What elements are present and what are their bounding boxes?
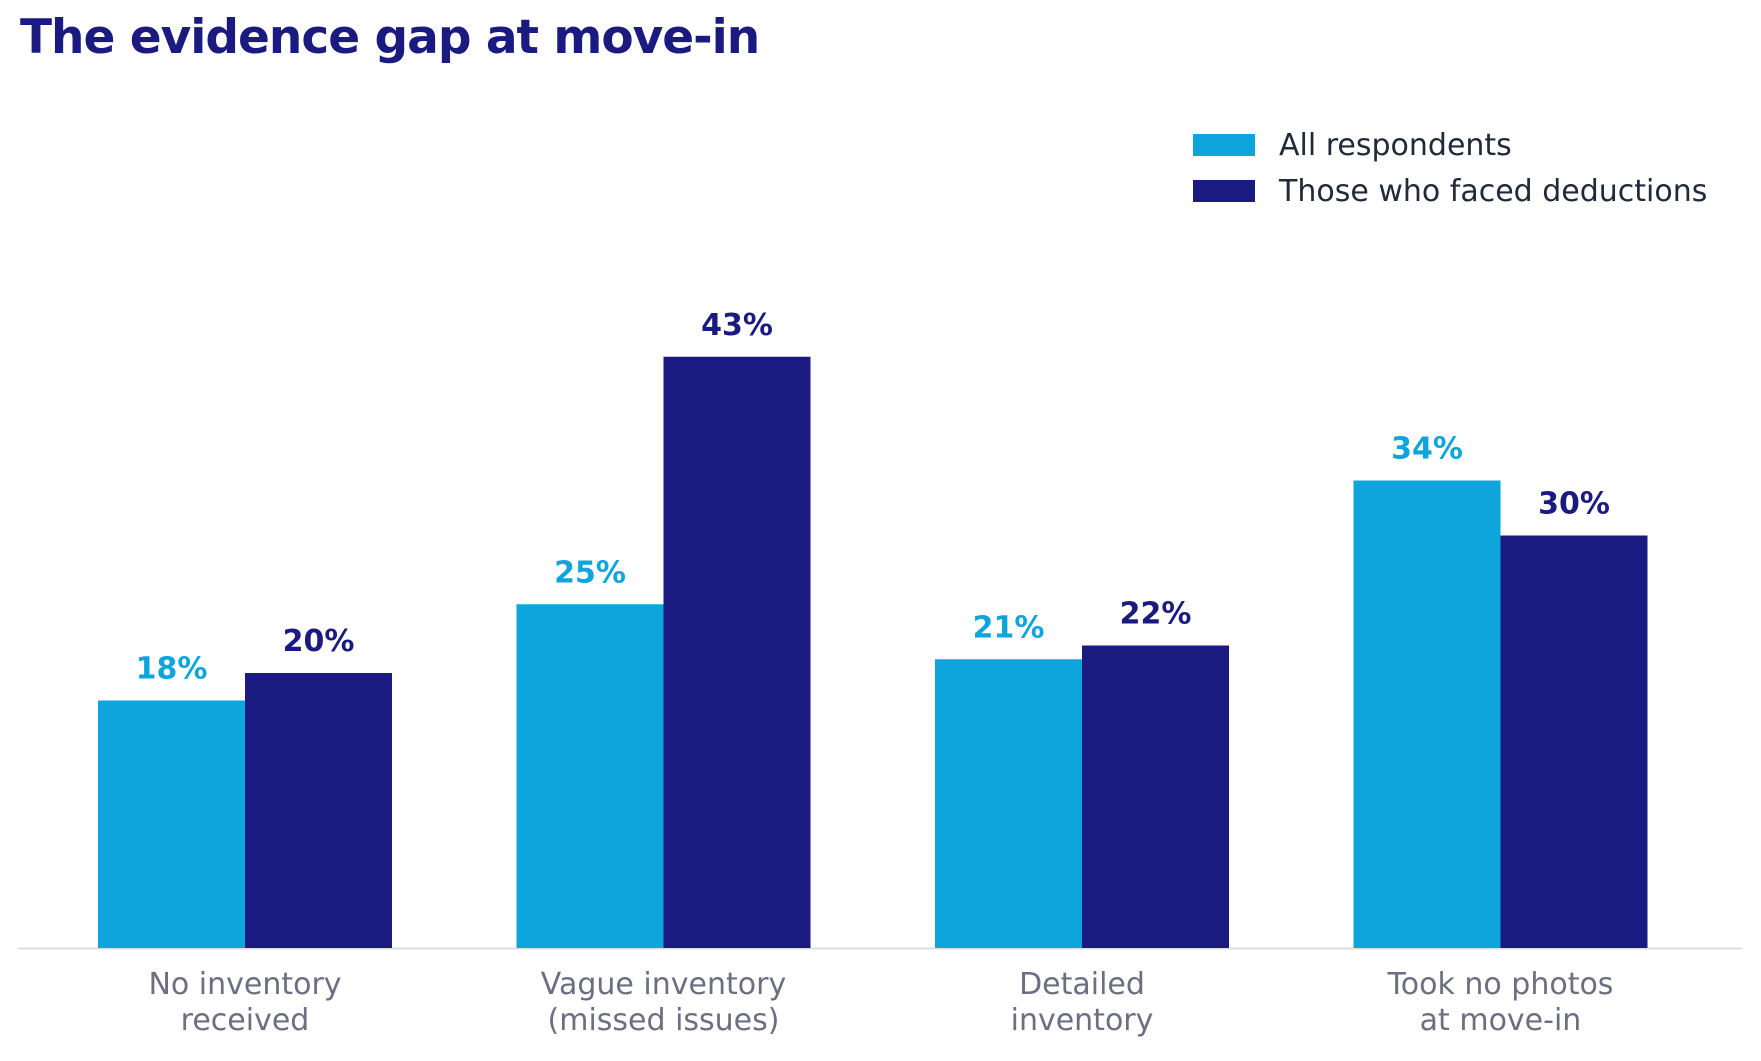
category-label-0-line-0: No inventory: [148, 967, 341, 1002]
data-label-faced-deductions-2: 22%: [1120, 597, 1192, 632]
category-label-1-line-1: (missed issues): [548, 1003, 780, 1038]
category-label-2-line-0: Detailed: [1019, 967, 1145, 1002]
legend-item-all-respondents: All respondents: [1193, 122, 1707, 168]
category-label-3-line-1: at move-in: [1420, 1003, 1582, 1038]
legend-label-all-respondents: All respondents: [1279, 127, 1512, 163]
bar-all-respondents-1: [516, 604, 664, 948]
chart-title: The evidence gap at move-in: [20, 10, 760, 65]
bar-all-respondents-2: [935, 659, 1082, 948]
data-label-faced-deductions-1: 43%: [701, 308, 773, 343]
bar-all-respondents-0: [98, 700, 245, 948]
data-label-all-respondents-2: 21%: [973, 610, 1045, 645]
data-label-faced-deductions-3: 30%: [1538, 487, 1610, 522]
bar-faced-deductions-2: [1082, 645, 1229, 948]
bar-faced-deductions-3: [1500, 535, 1648, 948]
data-label-faced-deductions-0: 20%: [283, 624, 355, 659]
category-label-3-line-0: Took no photos: [1387, 967, 1614, 1002]
legend-label-faced-deductions: Those who faced deductions: [1279, 173, 1708, 209]
legend-item-faced-deductions: Those who faced deductions: [1193, 168, 1707, 214]
bar-all-respondents-3: [1353, 480, 1501, 948]
bar-faced-deductions-1: [663, 356, 811, 948]
category-label-0-line-1: received: [181, 1003, 310, 1038]
legend-swatch-faced-deductions: [1193, 180, 1255, 202]
data-label-all-respondents-1: 25%: [554, 555, 626, 590]
data-label-all-respondents-3: 34%: [1391, 432, 1463, 467]
data-label-all-respondents-0: 18%: [136, 652, 208, 687]
category-label-1-line-0: Vague inventory: [541, 967, 786, 1002]
category-label-2-line-1: inventory: [1011, 1003, 1154, 1038]
legend-swatch-all-respondents: [1193, 134, 1255, 156]
legend: All respondents Those who faced deductio…: [1193, 122, 1707, 214]
bar-faced-deductions-0: [245, 673, 392, 948]
